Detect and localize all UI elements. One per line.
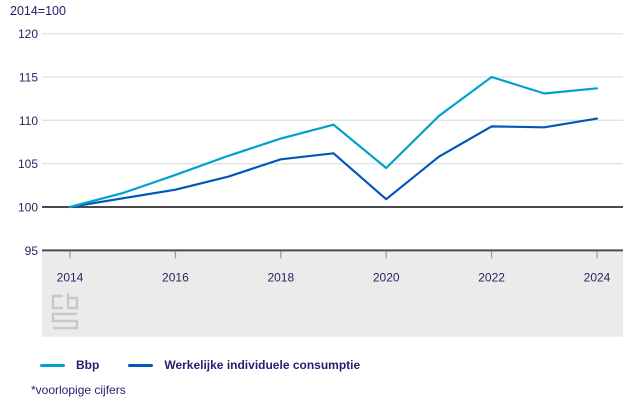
y-tick-label: 120 bbox=[18, 27, 38, 41]
legend-item-bbp: Bbp bbox=[40, 358, 99, 372]
legend-item-consumptie: Werkelijke individuele consumptie bbox=[128, 358, 360, 372]
cbs-logo-s bbox=[51, 312, 79, 330]
cbs-logo-c bbox=[51, 294, 63, 310]
legend-label-bbp: Bbp bbox=[76, 358, 100, 372]
y-tick-label: 115 bbox=[19, 71, 38, 85]
footnote: *voorlopige cijfers bbox=[31, 383, 126, 397]
x-axis-band bbox=[42, 250, 623, 337]
legend-label-consumptie: Werkelijke individuele consumptie bbox=[164, 358, 361, 372]
line-chart: 95 100 105 110 115 120 2014 2016 2018 2020 2022 202… bbox=[18, 27, 623, 337]
x-tick-label: 2024 bbox=[584, 270, 611, 284]
y-tick-label: 110 bbox=[19, 114, 38, 128]
legend-swatch-bbp bbox=[40, 363, 65, 367]
x-tick-label: 2016 bbox=[162, 270, 189, 284]
series-line-werkelijke-individuele-consumptie bbox=[68, 117, 599, 209]
cbs-logo bbox=[51, 293, 79, 330]
x-tick-label: 2014 bbox=[57, 270, 84, 284]
series-line-bbp bbox=[68, 75, 599, 209]
chart-unit-label: 2014=100 bbox=[10, 4, 66, 18]
y-tick-label: 95 bbox=[25, 244, 39, 258]
chart-legend: Bbp Werkelijke individuele consumptie bbox=[40, 358, 360, 372]
cbs-logo-b bbox=[66, 293, 79, 310]
y-tick-label: 100 bbox=[18, 201, 38, 215]
legend-swatch-consumptie bbox=[128, 363, 154, 367]
y-tick-label: 105 bbox=[18, 157, 38, 171]
x-tick-label: 2020 bbox=[373, 270, 400, 284]
x-tick-label: 2022 bbox=[478, 270, 505, 284]
x-tick-label: 2018 bbox=[267, 270, 294, 284]
